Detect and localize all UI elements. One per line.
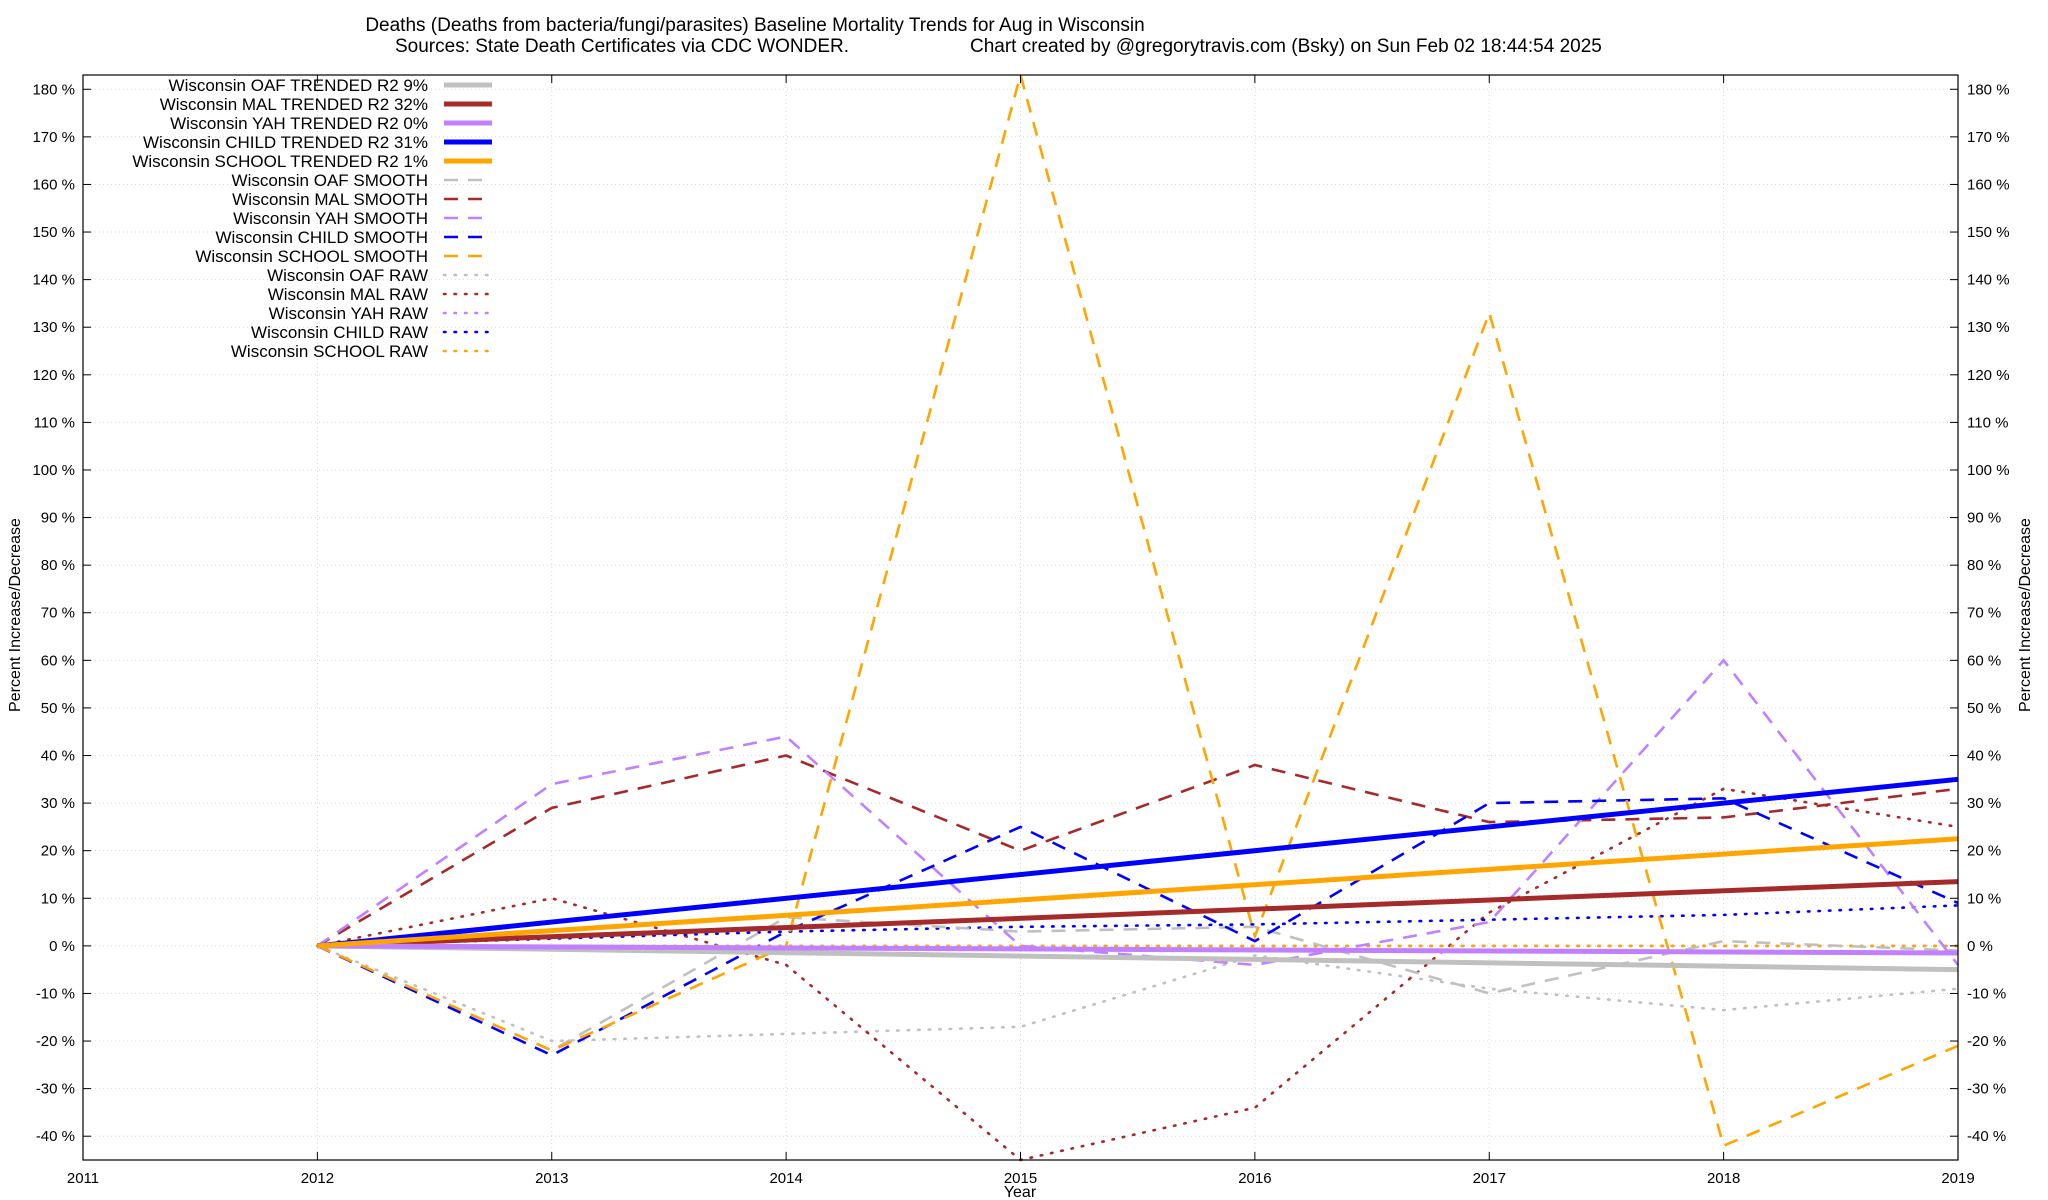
y-tick-label: 90 % bbox=[41, 510, 75, 527]
y-tick-label: 80 % bbox=[41, 557, 75, 574]
y-tick-label-right: 70 % bbox=[1967, 605, 2001, 622]
legend-label: Wisconsin CHILD SMOOTH bbox=[215, 228, 428, 247]
y-tick-label-right: -40 % bbox=[1967, 1128, 2006, 1145]
y-tick-label-right: -20 % bbox=[1967, 1033, 2006, 1050]
y-tick-label: 130 % bbox=[32, 319, 75, 336]
y-tick-label: -10 % bbox=[36, 985, 75, 1002]
x-tick-label: 2019 bbox=[1941, 1170, 1974, 1187]
chart-subtitle-source: Sources: State Death Certificates via CD… bbox=[395, 36, 849, 57]
x-tick-label: 2015 bbox=[1004, 1170, 1037, 1187]
y-tick-label: 60 % bbox=[41, 652, 75, 669]
y-tick-label: 100 % bbox=[32, 462, 75, 479]
y-tick-label: 150 % bbox=[32, 224, 75, 241]
legend-label: Wisconsin OAF SMOOTH bbox=[232, 171, 428, 190]
y-tick-label: 140 % bbox=[32, 272, 75, 289]
legend-label: Wisconsin SCHOOL RAW bbox=[231, 342, 428, 361]
x-tick-label: 2014 bbox=[769, 1170, 802, 1187]
legend-label: Wisconsin YAH TRENDED R2 0% bbox=[170, 114, 428, 133]
legend-label: Wisconsin CHILD RAW bbox=[251, 323, 428, 342]
series-line-wisconsin-oaf-smooth bbox=[316, 915, 1959, 1052]
y-tick-label: 10 % bbox=[41, 890, 75, 907]
series-line-wisconsin-school-trended-r2 bbox=[317, 836, 1959, 949]
series-line-wisconsin-oaf-trended-r2 bbox=[317, 943, 1959, 973]
legend: Wisconsin OAF TRENDED R2 9%Wisconsin MAL… bbox=[132, 76, 494, 361]
axis-ticks: -40 % -40 % -30 % -30 % -20 % -20 % -10 % -10 %… bbox=[32, 75, 2010, 1187]
x-tick-label: 2018 bbox=[1707, 1170, 1740, 1187]
y-tick-label: -20 % bbox=[36, 1033, 75, 1050]
y-tick-label-right: 120 % bbox=[1967, 367, 2010, 384]
chart-title: Deaths (Deaths from bacteria/fungi/paras… bbox=[365, 15, 1144, 36]
chart-subtitle-credit: Chart created by @gregorytravis.com (Bsk… bbox=[970, 36, 1602, 57]
y-tick-label-right: 60 % bbox=[1967, 652, 2001, 669]
series-line-wisconsin-mal-smooth bbox=[316, 754, 1959, 948]
legend-label: Wisconsin MAL RAW bbox=[268, 285, 428, 304]
y-tick-label-right: -10 % bbox=[1967, 985, 2006, 1002]
series-line-wisconsin-mal-trended-r2 bbox=[317, 879, 1959, 949]
legend-label: Wisconsin YAH RAW bbox=[269, 304, 428, 323]
series-lines bbox=[316, 70, 1960, 1162]
series-line-wisconsin-yah-smooth bbox=[316, 658, 1960, 967]
y-tick-label-right: 80 % bbox=[1967, 557, 2001, 574]
y-tick-label-right: 90 % bbox=[1967, 510, 2001, 527]
y-tick-label-right: 110 % bbox=[1967, 414, 2008, 431]
y-axis-label-left: Percent Increase/Decrease bbox=[7, 518, 24, 712]
y-tick-label: 160 % bbox=[32, 176, 75, 193]
y-tick-label: 0 % bbox=[49, 938, 75, 955]
y-tick-label-right: 160 % bbox=[1967, 176, 2010, 193]
y-tick-label: 70 % bbox=[41, 605, 75, 622]
y-tick-label-right: 130 % bbox=[1967, 319, 2010, 336]
legend-label: Wisconsin OAF RAW bbox=[267, 266, 428, 285]
y-tick-label-right: 150 % bbox=[1967, 224, 2010, 241]
y-tick-label: 50 % bbox=[41, 700, 75, 717]
y-tick-label-right: 140 % bbox=[1967, 272, 2010, 289]
x-tick-label: 2013 bbox=[535, 1170, 568, 1187]
x-tick-label: 2012 bbox=[301, 1170, 334, 1187]
x-tick-label: 2011 bbox=[67, 1170, 99, 1187]
y-tick-label: 40 % bbox=[41, 748, 75, 765]
y-axis-label-right: Percent Increase/Decrease bbox=[2017, 518, 2034, 712]
y-tick-label: 20 % bbox=[41, 843, 75, 860]
legend-label: Wisconsin SCHOOL TRENDED R2 1% bbox=[132, 152, 428, 171]
y-tick-label-right: 10 % bbox=[1967, 890, 2001, 907]
legend-label: Wisconsin CHILD TRENDED R2 31% bbox=[143, 133, 428, 152]
legend-label: Wisconsin OAF TRENDED R2 9% bbox=[169, 76, 428, 95]
y-tick-label-right: 0 % bbox=[1967, 938, 1993, 955]
y-tick-label: 180 % bbox=[32, 81, 75, 98]
series-line-wisconsin-child-trended-r2 bbox=[317, 776, 1959, 949]
y-tick-label-right: -30 % bbox=[1967, 1081, 2006, 1098]
y-tick-label-right: 50 % bbox=[1967, 700, 2001, 717]
x-tick-label: 2016 bbox=[1238, 1170, 1271, 1187]
series-line-wisconsin-school-smooth bbox=[316, 70, 1959, 1148]
x-axis-label: Year bbox=[1004, 1184, 1037, 1200]
y-tick-label-right: 20 % bbox=[1967, 843, 2001, 860]
y-tick-label-right: 100 % bbox=[1967, 462, 2010, 479]
y-tick-label: 110 % bbox=[34, 414, 75, 431]
legend-label: Wisconsin YAH SMOOTH bbox=[233, 209, 428, 228]
y-tick-label: 120 % bbox=[32, 367, 75, 384]
y-tick-label: 30 % bbox=[41, 795, 75, 812]
legend-label: Wisconsin SCHOOL SMOOTH bbox=[195, 247, 428, 266]
y-tick-label-right: 180 % bbox=[1967, 81, 2010, 98]
y-tick-label: 170 % bbox=[32, 129, 75, 146]
y-tick-label-right: 170 % bbox=[1967, 129, 2010, 146]
legend-label: Wisconsin MAL SMOOTH bbox=[232, 190, 428, 209]
y-tick-label-right: 40 % bbox=[1967, 748, 2001, 765]
y-tick-label: -30 % bbox=[36, 1081, 75, 1098]
series-line-wisconsin-yah-trended-r2 bbox=[317, 943, 1959, 956]
y-tick-label-right: 30 % bbox=[1967, 795, 2001, 812]
x-tick-label: 2017 bbox=[1473, 1170, 1506, 1187]
legend-label: Wisconsin MAL TRENDED R2 32% bbox=[160, 95, 428, 114]
y-tick-label: -40 % bbox=[36, 1128, 75, 1145]
